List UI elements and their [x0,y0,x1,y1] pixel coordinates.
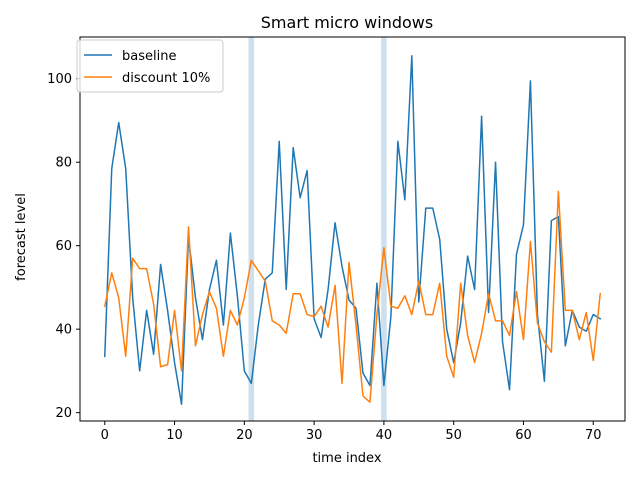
y-axis-label: forecast level [14,193,29,281]
y-tick-label: 80 [55,156,72,171]
x-tick-label: 20 [236,428,253,443]
legend: baseline discount 10% [76,39,224,93]
plot-frame [79,36,626,422]
y-tick-label: 40 [55,323,72,338]
y-tick-label: 20 [55,406,72,421]
x-tick-label: 40 [376,428,393,443]
legend-label-discount: discount 10% [122,71,210,86]
x-axis-label: time index [312,451,381,466]
highlight-span-0 [248,37,255,421]
x-tick-label: 0 [101,428,109,443]
x-tick-label: 50 [445,428,462,443]
chart-title: Smart micro windows [261,13,433,32]
y-axis: 20 40 60 80 100 [47,72,80,421]
x-tick-label: 10 [166,428,183,443]
highlight-span-1 [381,37,387,421]
x-axis: 0 10 20 30 40 50 60 70 [101,421,602,443]
y-tick-label: 100 [47,72,72,87]
series-lines [103,55,602,406]
x-tick-label: 60 [515,428,532,443]
x-tick-label: 70 [585,428,602,443]
legend-box [76,39,224,93]
highlight-spans [248,37,387,421]
y-tick-label: 60 [55,239,72,254]
legend-label-baseline: baseline [122,49,176,64]
series-line-1 [103,190,602,403]
x-tick-label: 30 [306,428,323,443]
